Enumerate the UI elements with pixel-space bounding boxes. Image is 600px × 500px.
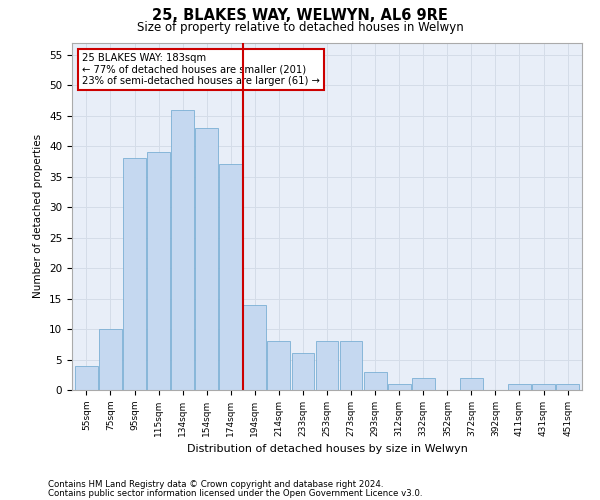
- Text: Size of property relative to detached houses in Welwyn: Size of property relative to detached ho…: [137, 21, 463, 34]
- Bar: [268, 341, 290, 390]
- Bar: [99, 329, 122, 390]
- Bar: [195, 128, 218, 390]
- Bar: [460, 378, 483, 390]
- Text: Contains HM Land Registry data © Crown copyright and database right 2024.: Contains HM Land Registry data © Crown c…: [48, 480, 383, 489]
- Text: 25, BLAKES WAY, WELWYN, AL6 9RE: 25, BLAKES WAY, WELWYN, AL6 9RE: [152, 8, 448, 22]
- Bar: [508, 384, 531, 390]
- X-axis label: Distribution of detached houses by size in Welwyn: Distribution of detached houses by size …: [187, 444, 467, 454]
- Bar: [292, 354, 314, 390]
- Bar: [316, 341, 338, 390]
- Bar: [412, 378, 434, 390]
- Text: Contains public sector information licensed under the Open Government Licence v3: Contains public sector information licen…: [48, 489, 422, 498]
- Bar: [123, 158, 146, 390]
- Bar: [556, 384, 579, 390]
- Y-axis label: Number of detached properties: Number of detached properties: [34, 134, 43, 298]
- Bar: [75, 366, 98, 390]
- Bar: [532, 384, 555, 390]
- Bar: [340, 341, 362, 390]
- Bar: [147, 152, 170, 390]
- Bar: [244, 304, 266, 390]
- Bar: [364, 372, 386, 390]
- Bar: [388, 384, 410, 390]
- Bar: [220, 164, 242, 390]
- Bar: [171, 110, 194, 390]
- Text: 25 BLAKES WAY: 183sqm
← 77% of detached houses are smaller (201)
23% of semi-det: 25 BLAKES WAY: 183sqm ← 77% of detached …: [82, 53, 320, 86]
